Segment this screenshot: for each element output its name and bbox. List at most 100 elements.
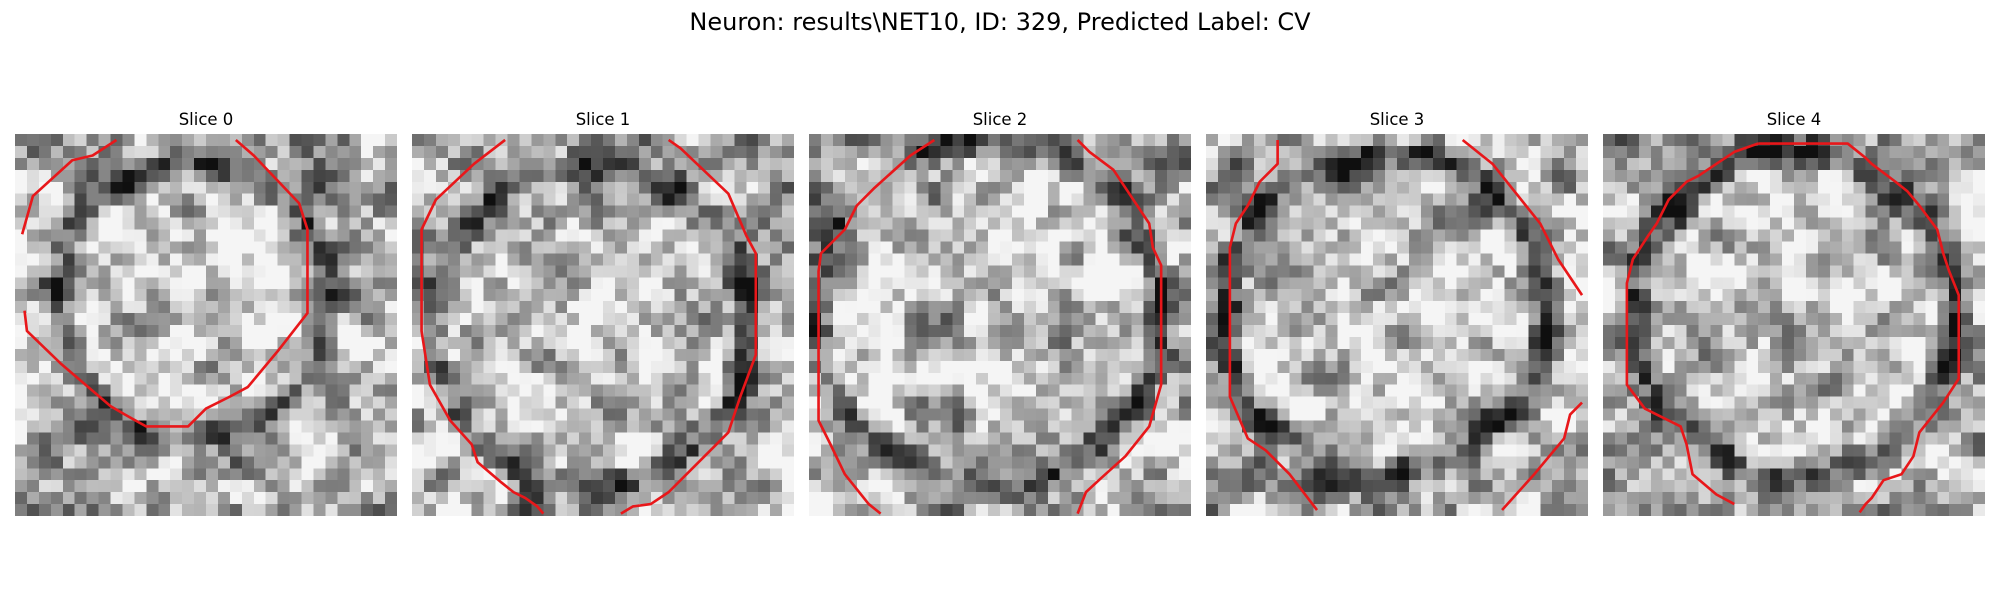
image-pixel	[1206, 277, 1219, 290]
image-pixel	[38, 468, 52, 481]
image-pixel	[1841, 157, 1854, 171]
image-pixel	[1119, 504, 1132, 516]
image-pixel	[1456, 444, 1469, 457]
image-pixel	[976, 504, 989, 516]
image-pixel	[734, 301, 747, 314]
image-pixel	[1674, 193, 1687, 206]
image-pixel	[435, 456, 449, 469]
image-pixel	[1614, 372, 1628, 385]
image-pixel	[916, 396, 929, 409]
image-pixel	[758, 348, 771, 362]
image-pixel	[1638, 372, 1651, 385]
image-pixel	[265, 444, 278, 457]
image-pixel	[483, 217, 496, 230]
image-pixel	[98, 444, 111, 457]
image-pixel	[1468, 456, 1481, 469]
image-pixel	[1552, 372, 1565, 385]
image-pixel	[241, 265, 254, 278]
image-pixel	[1325, 134, 1338, 147]
slice-panel-2: Slice 2	[809, 108, 1191, 516]
image-pixel	[1397, 420, 1410, 433]
image-pixel	[1794, 313, 1807, 326]
image-pixel	[86, 193, 99, 206]
image-pixel	[1179, 384, 1191, 397]
image-pixel	[555, 301, 568, 314]
image-pixel	[134, 444, 147, 457]
image-pixel	[110, 301, 123, 314]
image-pixel	[1023, 408, 1037, 421]
image-pixel	[1071, 348, 1084, 362]
image-pixel	[1528, 217, 1541, 230]
image-pixel	[880, 384, 893, 397]
image-pixel	[74, 360, 87, 373]
image-pixel	[423, 145, 437, 159]
image-pixel	[1023, 205, 1037, 218]
image-pixel	[650, 134, 663, 147]
image-pixel	[122, 289, 135, 302]
image-pixel	[1662, 241, 1675, 254]
image-pixel	[1047, 169, 1060, 182]
image-pixel	[1444, 181, 1457, 194]
image-pixel	[662, 169, 675, 182]
image-pixel	[1722, 384, 1735, 397]
image-pixel	[868, 360, 881, 373]
image-pixel	[86, 217, 99, 230]
image-pixel	[1865, 134, 1878, 147]
image-pixel	[1265, 325, 1278, 338]
image-pixel	[1901, 313, 1914, 326]
image-pixel	[1853, 336, 1866, 350]
image-pixel	[567, 444, 580, 457]
image-pixel	[1179, 253, 1191, 266]
image-pixel	[1119, 396, 1132, 409]
image-pixel	[674, 289, 687, 302]
image-pixel	[313, 492, 326, 505]
image-pixel	[1782, 181, 1795, 194]
image-pixel	[301, 360, 314, 373]
image-pixel	[1337, 217, 1350, 230]
image-pixel	[50, 277, 63, 290]
image-pixel	[277, 289, 290, 302]
image-pixel	[1638, 145, 1651, 159]
image-pixel	[1289, 348, 1302, 362]
image-pixel	[1397, 229, 1410, 242]
image-pixel	[1528, 157, 1541, 171]
image-pixel	[38, 408, 52, 421]
image-pixel	[325, 504, 338, 516]
image-pixel	[1373, 265, 1386, 278]
image-pixel	[1492, 169, 1505, 182]
image-pixel	[1385, 134, 1398, 147]
image-pixel	[122, 348, 135, 362]
image-pixel	[38, 229, 52, 242]
image-pixel	[1408, 348, 1422, 362]
image-pixel	[1361, 456, 1374, 469]
image-pixel	[988, 313, 1001, 326]
image-pixel	[1817, 193, 1831, 206]
image-pixel	[1397, 181, 1410, 194]
image-pixel	[1047, 444, 1060, 457]
image-pixel	[770, 456, 783, 469]
image-pixel	[988, 205, 1001, 218]
image-pixel	[1131, 265, 1144, 278]
image-pixel	[483, 480, 496, 493]
image-pixel	[182, 157, 195, 171]
image-pixel	[567, 468, 580, 481]
image-pixel	[638, 277, 651, 290]
image-pixel	[146, 289, 159, 302]
image-pixel	[916, 253, 929, 266]
image-pixel	[206, 229, 219, 242]
image-pixel	[1385, 360, 1398, 373]
image-pixel	[1397, 313, 1410, 326]
image-pixel	[1614, 241, 1628, 254]
image-pixel	[1686, 396, 1699, 409]
image-pixel	[1095, 396, 1108, 409]
image-pixel	[555, 480, 568, 493]
image-pixel	[1071, 360, 1084, 373]
image-pixel	[313, 432, 326, 445]
image-pixel	[1805, 169, 1819, 182]
image-pixel	[1397, 217, 1410, 230]
image-pixel	[940, 289, 953, 302]
image-pixel	[531, 492, 544, 505]
image-pixel	[1408, 456, 1422, 469]
image-pixel	[134, 456, 147, 469]
image-pixel	[229, 504, 243, 516]
